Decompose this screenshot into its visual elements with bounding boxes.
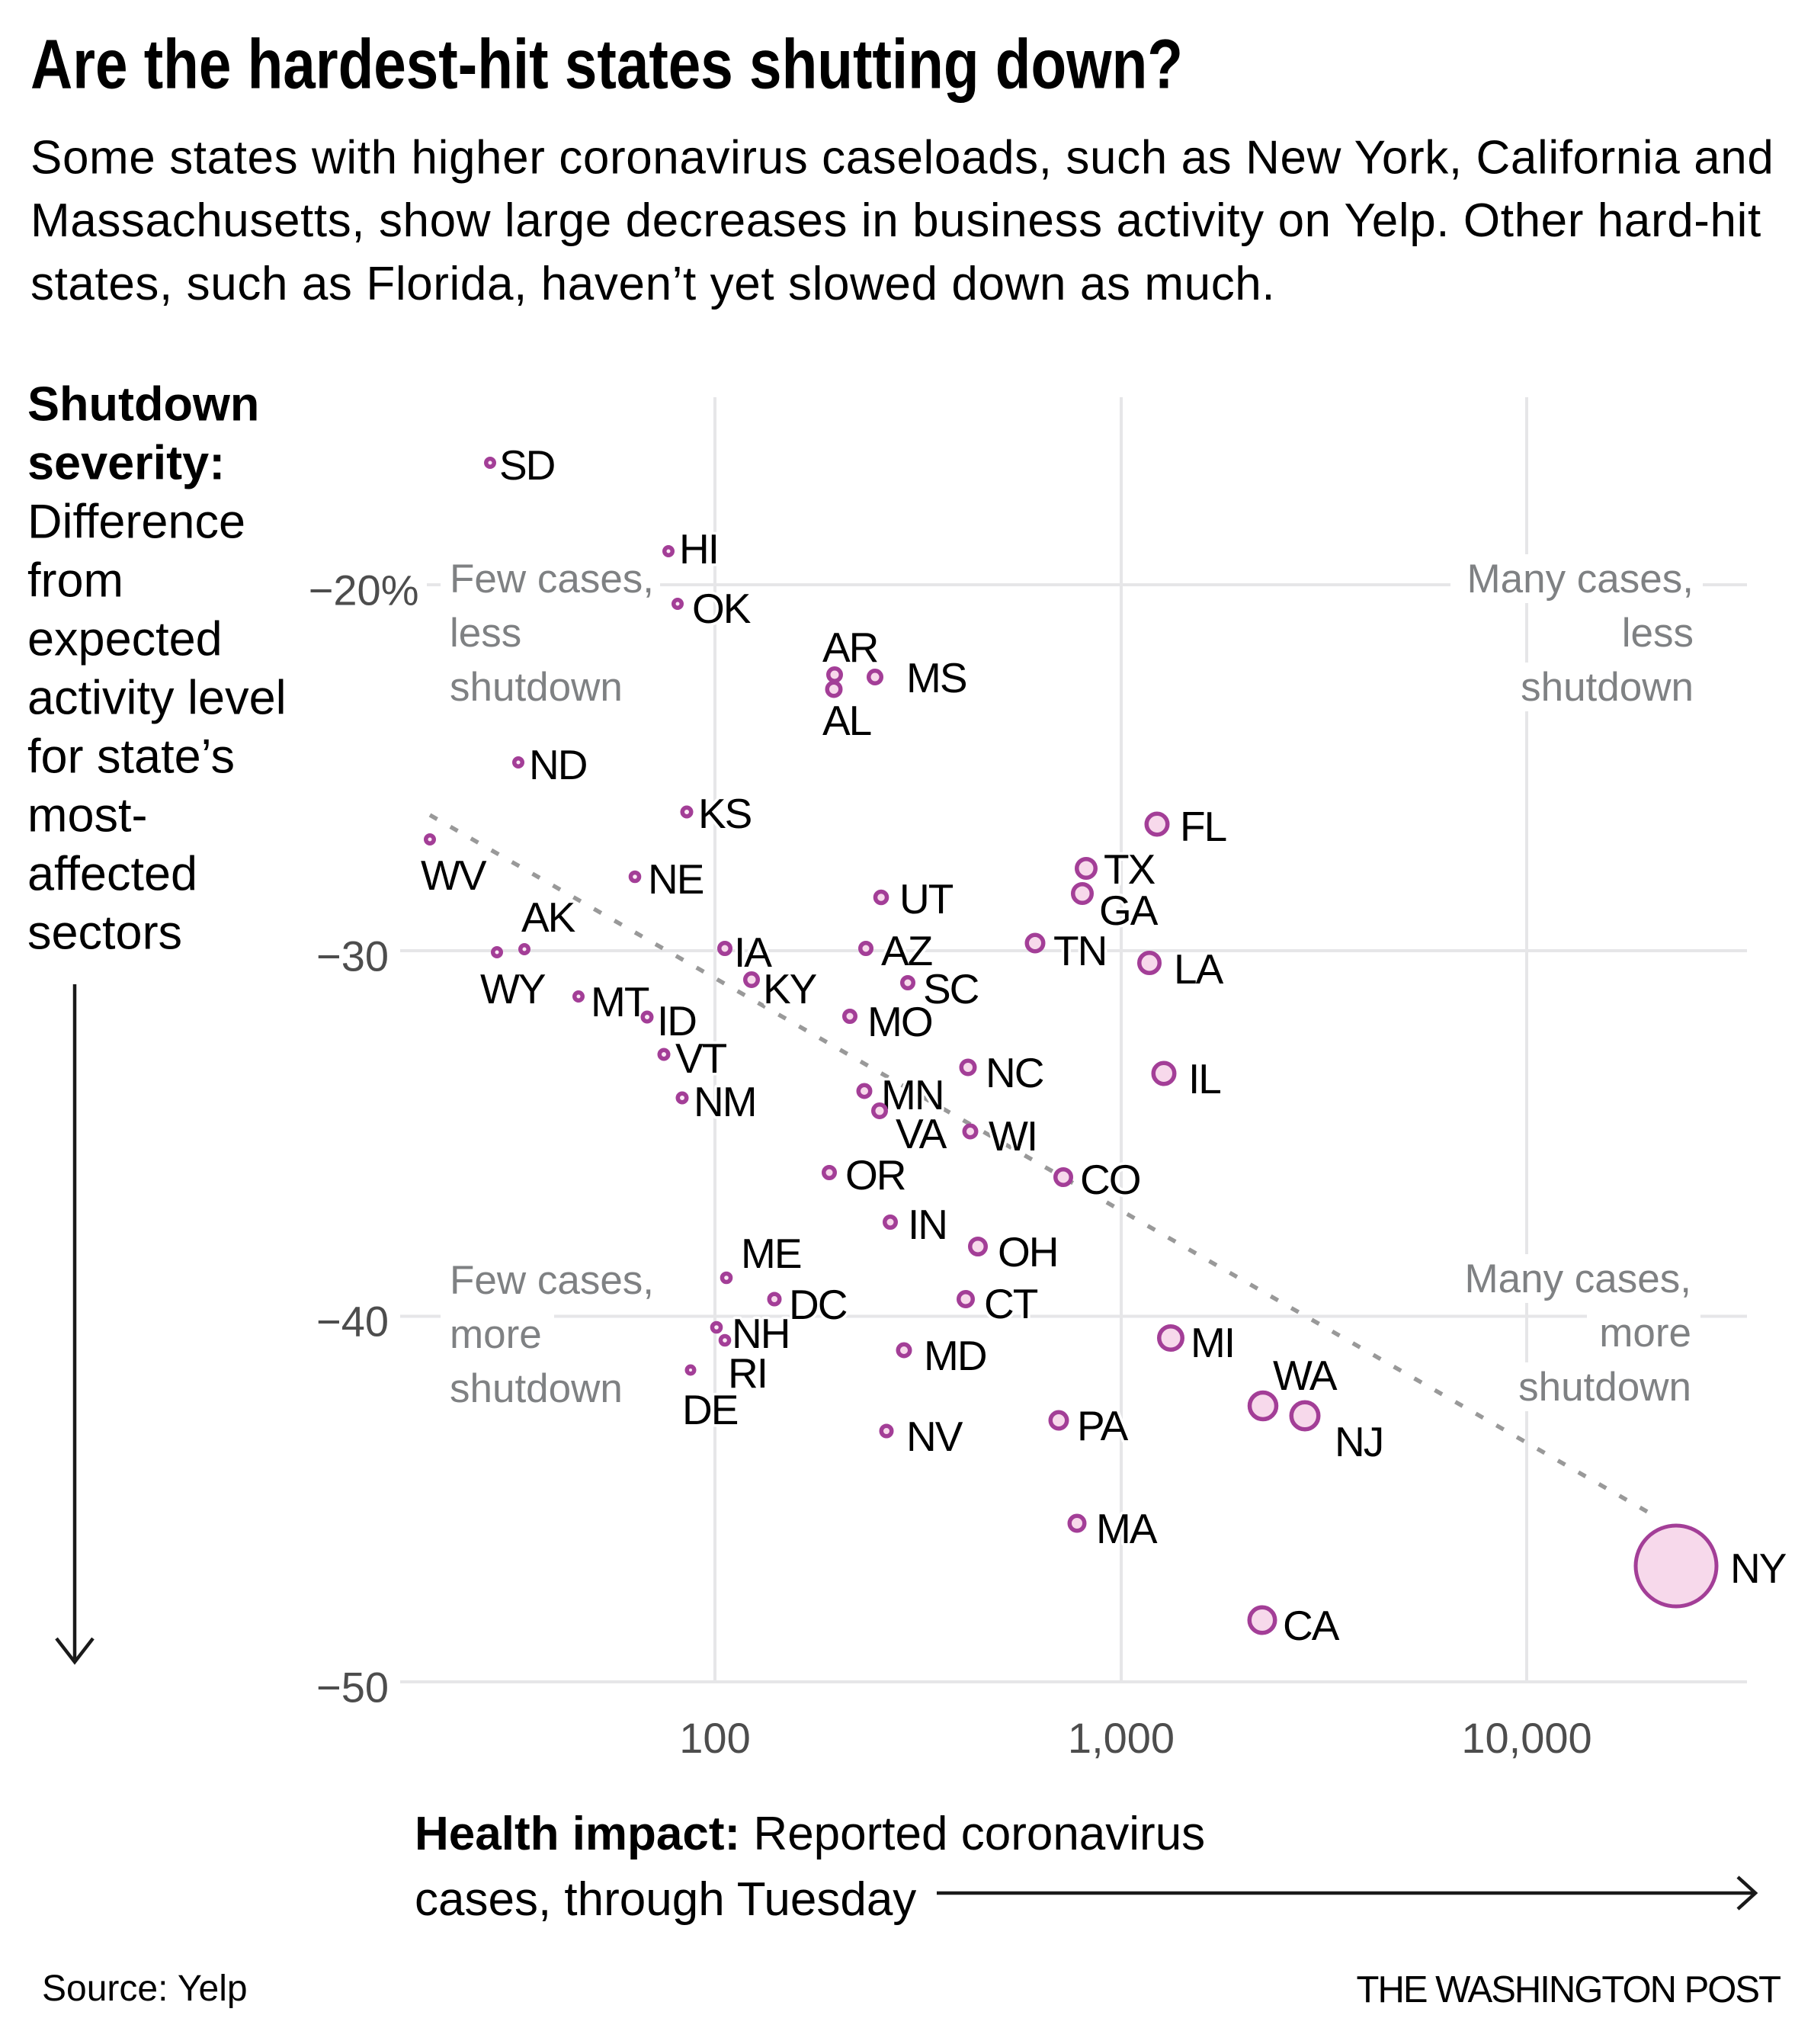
svg-text:severity:: severity: [27, 437, 225, 490]
svg-text:KY: KY [763, 965, 817, 1012]
svg-text:−30: −30 [316, 932, 389, 980]
svg-text:Some states with higher corona: Some states with higher coronavirus case… [30, 132, 1774, 185]
svg-text:SC: SC [923, 965, 979, 1012]
svg-text:states, such as Florida, haven: states, such as Florida, haven’t yet slo… [30, 258, 1275, 310]
svg-text:DE: DE [682, 1386, 738, 1433]
svg-text:PA: PA [1077, 1402, 1129, 1449]
svg-text:ID: ID [657, 997, 696, 1044]
svg-text:IN: IN [908, 1201, 947, 1248]
svg-text:CT: CT [984, 1280, 1038, 1327]
svg-text:cases, through Tuesday: cases, through Tuesday [415, 1873, 916, 1926]
svg-text:MS: MS [906, 654, 966, 701]
svg-text:less: less [1622, 611, 1694, 656]
svg-text:NE: NE [648, 855, 704, 903]
svg-text:100: 100 [679, 1714, 750, 1762]
svg-text:shutdown: shutdown [1518, 1365, 1691, 1410]
svg-text:TX: TX [1104, 846, 1156, 893]
svg-text:Few cases,: Few cases, [450, 557, 654, 602]
svg-text:−50: −50 [316, 1664, 389, 1712]
svg-text:AR: AR [822, 624, 878, 671]
svg-text:TN: TN [1053, 927, 1106, 974]
svg-text:for state’s: for state’s [27, 730, 235, 784]
svg-text:OR: OR [845, 1151, 906, 1198]
svg-text:Many cases,: Many cases, [1464, 1256, 1691, 1301]
svg-text:UT: UT [899, 875, 954, 923]
svg-text:NC: NC [986, 1049, 1043, 1096]
svg-text:NY: NY [1730, 1545, 1787, 1592]
svg-text:WA: WA [1273, 1352, 1338, 1399]
svg-text:affected: affected [27, 848, 197, 901]
svg-text:SD: SD [499, 441, 555, 489]
svg-text:MN: MN [881, 1071, 944, 1118]
svg-text:NH: NH [732, 1310, 789, 1357]
svg-text:KS: KS [698, 790, 752, 837]
svg-text:LA: LA [1174, 945, 1224, 993]
svg-text:VA: VA [896, 1110, 947, 1157]
svg-text:CO: CO [1080, 1156, 1140, 1203]
svg-text:1,000: 1,000 [1068, 1714, 1175, 1762]
svg-text:MO: MO [867, 998, 932, 1045]
svg-text:WI: WI [989, 1112, 1037, 1160]
svg-text:RI: RI [728, 1349, 767, 1397]
svg-text:AZ: AZ [881, 927, 932, 974]
svg-text:MA: MA [1096, 1505, 1158, 1552]
svg-text:WV: WV [421, 852, 487, 899]
svg-text:OK: OK [692, 585, 752, 632]
svg-text:more: more [1599, 1311, 1691, 1356]
svg-text:less: less [450, 611, 521, 656]
svg-text:sectors: sectors [27, 906, 182, 960]
svg-text:Source: Yelp: Source: Yelp [42, 1969, 248, 2009]
svg-text:MI: MI [1191, 1319, 1234, 1366]
svg-text:IA: IA [734, 929, 772, 976]
svg-text:MD: MD [924, 1332, 986, 1379]
svg-text:Health impact: Reported corona: Health impact: Reported coronavirus [415, 1808, 1205, 1860]
svg-text:NM: NM [694, 1078, 756, 1125]
svg-text:shutdown: shutdown [450, 1366, 623, 1411]
svg-text:shutdown: shutdown [450, 665, 623, 710]
svg-text:expected: expected [27, 613, 223, 666]
svg-text:Shutdown: Shutdown [27, 378, 259, 432]
svg-text:MT: MT [591, 978, 649, 1025]
svg-text:WY: WY [480, 965, 546, 1012]
svg-text:NV: NV [906, 1413, 963, 1460]
svg-text:DC: DC [789, 1281, 847, 1328]
svg-text:10,000: 10,000 [1461, 1714, 1591, 1762]
svg-text:CA: CA [1283, 1602, 1340, 1649]
svg-text:Massachusetts, show large decr: Massachusetts, show large decreases in b… [30, 194, 1761, 247]
svg-text:most-: most- [27, 789, 148, 842]
svg-text:AK: AK [521, 894, 576, 941]
svg-text:activity level: activity level [27, 672, 287, 725]
svg-text:VT: VT [675, 1035, 727, 1082]
svg-text:Few cases,: Few cases, [450, 1258, 654, 1303]
svg-text:shutdown: shutdown [1521, 665, 1694, 710]
svg-text:IL: IL [1188, 1055, 1220, 1102]
svg-text:from: from [27, 554, 123, 608]
svg-text:Many cases,: Many cases, [1466, 557, 1694, 602]
svg-text:HI: HI [679, 525, 718, 573]
svg-text:AL: AL [822, 697, 871, 744]
svg-text:ME: ME [741, 1230, 801, 1277]
svg-text:Are the hardest-hit states shu: Are the hardest-hit states shutting down… [30, 26, 1183, 104]
svg-text:−20%: −20% [309, 566, 419, 614]
svg-text:NJ: NJ [1335, 1418, 1383, 1465]
svg-text:Difference: Difference [27, 496, 245, 549]
svg-text:THE WASHINGTON POST: THE WASHINGTON POST [1357, 1969, 1781, 2010]
svg-text:FL: FL [1180, 803, 1226, 850]
svg-text:−40: −40 [316, 1298, 389, 1346]
svg-text:more: more [450, 1312, 542, 1357]
svg-text:GA: GA [1099, 887, 1159, 934]
svg-text:OH: OH [998, 1228, 1058, 1275]
svg-text:ND: ND [529, 741, 587, 788]
